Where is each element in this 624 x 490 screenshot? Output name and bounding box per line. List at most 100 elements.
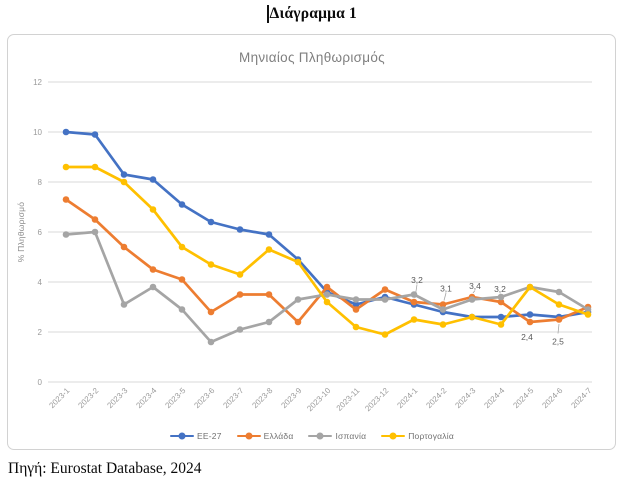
data-point-spain xyxy=(91,228,99,236)
legend-item-greece: Ελλάδα xyxy=(236,431,294,441)
document-title[interactable]: Διάγραμμα 1 xyxy=(269,5,357,22)
data-point-spain xyxy=(584,306,592,313)
y-tick-label: 0 xyxy=(38,378,43,387)
legend-item-portugal: Πορτογαλία xyxy=(381,431,454,441)
x-tick-label: 2023-9 xyxy=(279,386,303,410)
data-label-leader-line xyxy=(557,323,560,334)
x-tick-label: 2024-1 xyxy=(395,386,419,410)
data-point-ee-27 xyxy=(497,313,505,321)
data-point-greece xyxy=(62,196,70,203)
data-point-portugal xyxy=(323,298,331,306)
data-point-greece xyxy=(439,301,447,308)
chart-title: Μηνιαίος Πληθωρισμός xyxy=(239,50,385,65)
data-point-portugal xyxy=(439,321,447,328)
data-point-spain xyxy=(410,291,418,298)
data-point-spain xyxy=(497,293,505,301)
y-tick-label: 8 xyxy=(38,178,43,187)
data-point-spain xyxy=(207,338,215,346)
data-point-portugal xyxy=(178,243,186,251)
x-tick-label: 2023-10 xyxy=(305,386,333,414)
legend-marker-dot xyxy=(178,432,186,440)
data-label: 3,2 xyxy=(411,275,423,285)
legend-marker-dot xyxy=(245,432,253,440)
source-caption[interactable]: Πηγή: Eurostat Database, 2024 xyxy=(8,460,202,477)
x-tick-label: 2023-3 xyxy=(105,386,129,410)
data-point-greece xyxy=(207,308,215,316)
data-point-spain xyxy=(294,296,302,303)
data-point-greece xyxy=(381,286,389,293)
data-point-spain xyxy=(323,291,331,298)
x-tick-label: 2023-2 xyxy=(76,386,100,410)
data-point-ee-27 xyxy=(62,128,70,136)
legend-label-spain: Ισπανία xyxy=(335,431,367,441)
data-point-greece xyxy=(120,243,128,251)
x-tick-label: 2023-11 xyxy=(335,386,362,413)
data-point-spain xyxy=(149,283,157,291)
data-point-portugal xyxy=(352,323,360,331)
x-tick-label: 2023-4 xyxy=(134,386,158,410)
x-tick-label: 2024-5 xyxy=(511,386,535,410)
chart-legend: ΕΕ-27 Ελλάδα Ισπανία Πορτογαλία xyxy=(0,431,624,441)
data-point-portugal xyxy=(207,261,215,268)
legend-marker-greece xyxy=(236,432,261,440)
data-point-portugal xyxy=(120,178,128,186)
data-point-ee-27 xyxy=(526,311,534,318)
legend-label-greece: Ελλάδα xyxy=(263,431,294,441)
data-point-greece xyxy=(352,306,360,313)
legend-label-ee-27: ΕΕ-27 xyxy=(197,431,222,441)
x-tick-label: 2024-2 xyxy=(424,386,448,410)
y-tick-label: 6 xyxy=(38,228,43,237)
data-point-greece xyxy=(526,318,534,326)
data-point-ee-27 xyxy=(178,201,186,208)
document-title-row: Διάγραμμα 1 xyxy=(0,5,624,23)
data-point-ee-27 xyxy=(265,231,273,238)
data-label: 2,4 xyxy=(521,332,533,342)
data-point-portugal xyxy=(62,163,70,171)
x-tick-label: 2023-7 xyxy=(221,386,245,410)
data-point-greece xyxy=(91,216,99,223)
data-point-portugal xyxy=(468,313,476,321)
text-cursor xyxy=(267,5,269,23)
data-label-leader-line xyxy=(443,292,447,301)
data-point-spain xyxy=(439,306,447,313)
data-label: 3,4 xyxy=(469,281,481,291)
x-tick-label: 2024-4 xyxy=(482,386,506,410)
data-point-greece xyxy=(497,298,505,306)
data-label-leader-line xyxy=(472,290,476,294)
data-point-ee-27 xyxy=(352,301,360,308)
y-tick-label: 12 xyxy=(33,78,42,87)
legend-label-portugal: Πορτογαλία xyxy=(408,431,454,441)
data-point-spain xyxy=(236,326,244,333)
data-point-spain xyxy=(62,231,70,238)
legend-marker-ee-27 xyxy=(170,432,195,440)
data-point-ee-27 xyxy=(120,171,128,178)
y-tick-label: 2 xyxy=(38,328,43,337)
legend-marker-spain xyxy=(308,432,333,440)
data-label: 2,5 xyxy=(552,337,564,347)
data-label-leader-line xyxy=(499,293,503,299)
data-point-spain xyxy=(178,306,186,313)
data-point-ee-27 xyxy=(91,131,99,138)
x-tick-label: 2024-7 xyxy=(569,386,593,410)
data-point-greece xyxy=(149,266,157,273)
data-point-portugal xyxy=(265,246,273,253)
data-point-greece xyxy=(555,316,563,323)
data-point-ee-27 xyxy=(207,218,215,226)
data-point-greece xyxy=(265,291,273,298)
chart-frame[interactable] xyxy=(7,34,616,450)
data-point-portugal xyxy=(497,321,505,328)
y-tick-label: 10 xyxy=(33,128,42,137)
data-point-portugal xyxy=(381,331,389,338)
data-point-spain xyxy=(381,296,389,303)
data-label: 3,1 xyxy=(440,284,452,294)
data-point-portugal xyxy=(555,301,563,308)
data-point-portugal xyxy=(236,271,244,278)
data-point-portugal xyxy=(410,316,418,323)
data-point-portugal xyxy=(149,206,157,213)
x-tick-label: 2023-1 xyxy=(47,386,71,410)
x-tick-label: 2023-5 xyxy=(163,386,187,410)
x-tick-label: 2024-3 xyxy=(453,386,477,410)
legend-marker-portugal xyxy=(381,432,406,440)
data-point-portugal xyxy=(294,258,302,266)
